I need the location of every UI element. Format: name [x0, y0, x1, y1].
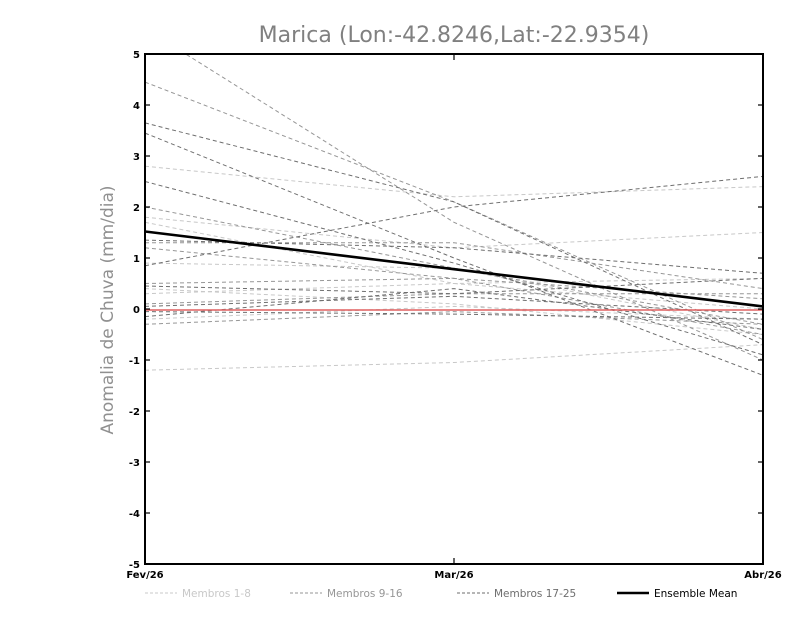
member-line-18: [145, 132, 763, 376]
ensemble-mean-line: [145, 230, 763, 308]
y-tick-label: 3: [133, 152, 140, 163]
legend-label: Membros 1-8: [182, 588, 251, 600]
y-tick-label: 0: [133, 305, 140, 316]
member-line-16: [145, 247, 763, 335]
member-line-19: [145, 175, 763, 267]
y-tick-label: 1: [133, 254, 140, 265]
y-tick-label: -3: [129, 458, 140, 469]
member-line-24: [145, 295, 763, 315]
y-tick-label: -4: [129, 509, 140, 520]
member-line-8: [145, 221, 763, 310]
axes: -5 -4 -3 -2 -1 0 1 2 3 4 5 Fev/26 Mar/26 Abr/26: [126, 50, 781, 581]
member-line-3: [145, 277, 763, 295]
y-tick-label: 2: [133, 203, 140, 214]
member-line-4: [145, 344, 763, 371]
member-line-6: [145, 288, 763, 335]
plot-area: [145, 54, 763, 376]
legend-label: Ensemble Mean: [654, 588, 737, 600]
member-line-13: [145, 311, 763, 325]
member-line-22: [145, 277, 763, 295]
member-line-20: [145, 181, 763, 356]
chart-title: Marica (Lon:-42.8246,Lat:-22.9354): [259, 23, 650, 48]
x-tick-label: Fev/26: [126, 570, 163, 581]
y-tick-label: 5: [133, 50, 140, 61]
y-tick-label: 4: [133, 101, 140, 112]
member-line-21: [145, 239, 763, 274]
y-tick-label: -1: [129, 356, 140, 367]
y-axis-label: Anomalia de Chuva (mm/dia): [98, 185, 118, 434]
member-line-10: [184, 54, 763, 361]
member-line-1: [145, 165, 763, 198]
x-tick-label: Mar/26: [434, 570, 473, 581]
x-tick-label: Abr/26: [744, 570, 781, 581]
legend-label: Membros 9-16: [327, 588, 403, 600]
member-line-23: [145, 311, 763, 320]
y-tick-label: -5: [129, 560, 140, 571]
member-line-25: [145, 288, 763, 330]
y-tick-label: -2: [129, 407, 140, 418]
legend: Membros 1-8 Membros 9-16 Membros 17-25 Ense…: [145, 588, 737, 600]
member-line-14: [145, 242, 763, 290]
legend-label: Membros 17-25: [494, 588, 576, 600]
member-line-17: [145, 122, 763, 346]
member-line-7: [145, 305, 763, 320]
